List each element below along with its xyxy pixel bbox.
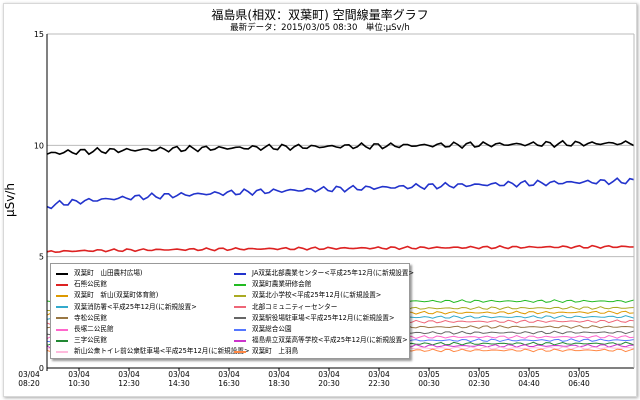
- x-tick-label-date: 03/04: [218, 370, 240, 379]
- legend-item: 三字公民館: [56, 335, 107, 346]
- y-tick-label: 15: [34, 30, 44, 39]
- x-tick-label-date: 03/04: [168, 370, 190, 379]
- legend-swatch: [234, 350, 246, 353]
- legend-label: 三字公民館: [74, 336, 107, 345]
- legend-label: JA双葉北部農業センター<平成25年12月(に新規設置>: [252, 269, 415, 277]
- y-axis-label: μSv/h: [3, 183, 17, 217]
- x-tick-label-date: 03/04: [118, 370, 140, 379]
- legend-swatch: [234, 306, 246, 309]
- legend-item: JA双葉北部農業センター<平成25年12月(に新規設置>: [234, 268, 414, 279]
- legend-item: 双葉町 上羽鳥: [234, 346, 298, 357]
- x-tick-label-date: 03/04: [268, 370, 290, 379]
- y-tick-label: 10: [34, 141, 44, 150]
- legend-swatch: [56, 283, 68, 286]
- x-tick-label-time: 20:30: [318, 379, 340, 388]
- legend-swatch: [56, 306, 68, 309]
- legend-label: 石熊公民館: [74, 280, 107, 289]
- legend-item: 双葉北小学校<平成25年12月(に新規設置>: [234, 290, 381, 301]
- legend-label: 寺松公民館: [74, 313, 107, 322]
- legend-label: 双葉町農業研修会館: [252, 280, 312, 289]
- x-tick-label-time: 16:30: [218, 379, 240, 388]
- legend-item: 福島県立双葉高等学校<平成25年12月(に新規設置>: [234, 335, 408, 346]
- axes: [46, 34, 635, 371]
- legend-swatch: [56, 317, 68, 320]
- legend-swatch: [56, 328, 68, 331]
- series-line: [46, 177, 635, 210]
- x-tick-label-time: 14:30: [168, 379, 190, 388]
- x-tick-label-date: 03/04: [318, 370, 340, 379]
- legend-label: 双葉町 上羽鳥: [252, 347, 299, 356]
- x-tick-label-time: 12:30: [118, 379, 140, 388]
- legend-item: 長塚二公民館: [56, 324, 114, 335]
- legend-item: 新山公衆トイレ前公衆駐車場<平成25年12月(に新規設置>: [56, 346, 249, 357]
- legend-item: 双葉町 新山(双葉町体育館): [56, 290, 158, 301]
- legend-label: 北部コミュニティーセンター: [252, 302, 338, 311]
- legend-swatch: [234, 317, 246, 320]
- x-tick-label-date: 03/04: [368, 370, 390, 379]
- legend-item: 寺松公民館: [56, 313, 107, 324]
- legend-label: 新山公衆トイレ前公衆駐車場<平成25年12月(に新規設置>: [74, 347, 250, 356]
- x-tick-label-date: 03/05: [418, 370, 440, 379]
- legend-label: 双葉北小学校<平成25年12月(に新規設置>: [252, 291, 382, 300]
- x-tick-label-date: 03/05: [468, 370, 490, 379]
- legend-item: 双葉町農業研修会館: [234, 279, 311, 290]
- legend-label: 双葉総合公園: [252, 325, 292, 333]
- legend-swatch: [56, 272, 68, 275]
- legend-item: 石熊公民館: [56, 279, 107, 290]
- legend-swatch: [234, 272, 246, 275]
- legend-item: 双葉総合公園: [234, 324, 292, 335]
- legend-item: 双葉駅役場駐車場<平成25年12月(に新規設置>: [234, 313, 395, 324]
- legend-item: 双葉消防署<平成25年12月(に新規設置>: [56, 302, 197, 313]
- legend-swatch: [234, 283, 246, 286]
- legend-label: 双葉町 山田農村広場): [74, 269, 143, 277]
- x-tick-label-date: 03/05: [568, 370, 590, 379]
- legend: 双葉町 山田農村広場) JA双葉北部農業センター<平成25年12月(に新規設置> 石…: [50, 263, 414, 359]
- legend-swatch: [234, 294, 246, 297]
- legend-label: 長塚二公民館: [74, 325, 114, 333]
- x-tick-label-time: 00:30: [418, 379, 440, 388]
- y-tick-label: 5: [39, 253, 44, 262]
- chart-title: 福島県(相双：双葉町) 空間線量率グラフ: [211, 8, 429, 22]
- chart-subtitle: 最新データ：2015/03/05 08:30 単位:μSv/h: [230, 23, 410, 33]
- legend-label: 双葉消防署<平成25年12月(に新規設置>: [74, 302, 197, 311]
- legend-item: 北部コミュニティーセンター: [234, 302, 337, 313]
- legend-swatch: [56, 294, 68, 297]
- x-tick-label-time: 02:30: [468, 379, 490, 388]
- x-tick-label-time: 22:30: [368, 379, 390, 388]
- x-tick-label-time: 08:20: [18, 379, 40, 388]
- series-line: [46, 139, 635, 156]
- y-tick-labels: 0 5 10 15: [34, 30, 44, 373]
- legend-swatch: [56, 350, 68, 353]
- legend-swatch: [234, 339, 246, 342]
- x-tick-label-date: 03/04: [18, 370, 40, 379]
- x-tick-label-time: 04:40: [518, 379, 540, 388]
- series-line: [46, 244, 635, 254]
- legend-label: 福島県立双葉高等学校<平成25年12月(に新規設置>: [252, 336, 408, 345]
- x-tick-label-time: 10:30: [68, 379, 90, 388]
- x-tick-label-date: 03/05: [518, 370, 540, 379]
- legend-label: 双葉町 新山(双葉町体育館): [74, 291, 159, 300]
- x-tick-label-date: 03/04: [68, 370, 90, 379]
- x-tick-label-time: 18:30: [268, 379, 290, 388]
- x-tick-labels: 03/0408:2003/0410:3003/0412:3003/0414:30…: [18, 370, 590, 388]
- y-tick-label: 0: [39, 364, 44, 373]
- legend-item: 双葉町 山田農村広場): [56, 268, 143, 279]
- legend-swatch: [234, 328, 246, 331]
- x-tick-label-time: 06:40: [568, 379, 590, 388]
- legend-label: 双葉駅役場駐車場<平成25年12月(に新規設置>: [252, 313, 395, 322]
- legend-swatch: [56, 339, 68, 342]
